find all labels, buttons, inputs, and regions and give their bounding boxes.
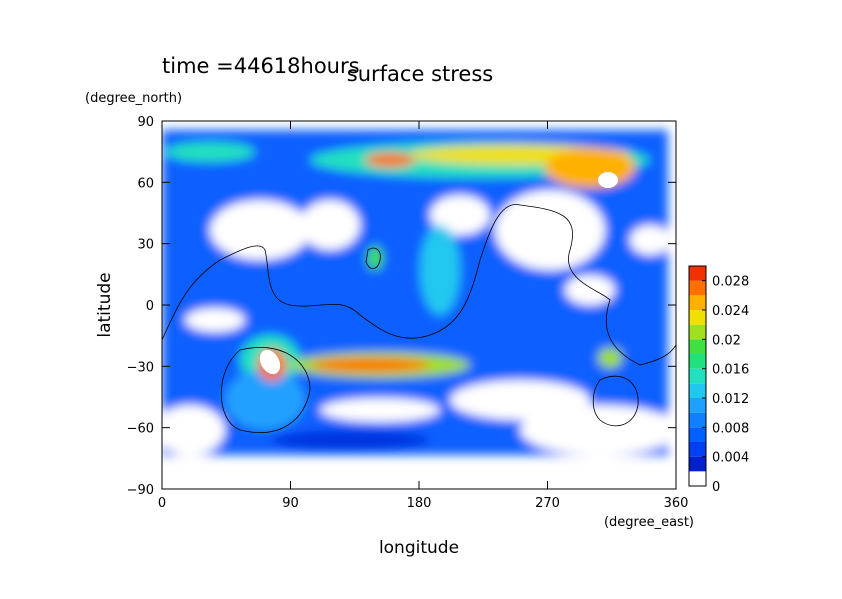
x-tick-label: 360 bbox=[664, 496, 689, 511]
time-label: time =44618hours bbox=[162, 54, 360, 78]
x-tick-label: 180 bbox=[407, 496, 432, 511]
colorbar-tick-label: 0.008 bbox=[712, 421, 749, 436]
colorbar-tick-label: 0.028 bbox=[712, 275, 749, 290]
colorbar-band bbox=[689, 295, 706, 310]
colorbar-tick-label: 0.024 bbox=[712, 304, 749, 319]
colorbar-band bbox=[689, 310, 706, 325]
x-tick-label: 0 bbox=[158, 496, 166, 511]
x-tick-label: 90 bbox=[282, 496, 299, 511]
contour-field bbox=[162, 130, 676, 455]
y-tick-label: 60 bbox=[137, 176, 154, 191]
y-tick-label: 90 bbox=[137, 115, 154, 130]
colorbar-band bbox=[689, 471, 706, 486]
coastlines bbox=[162, 204, 676, 433]
x-tick-label: 270 bbox=[535, 496, 560, 511]
chart-title: surface stress bbox=[347, 62, 493, 86]
colorbar-band bbox=[689, 280, 706, 296]
colorbar-band bbox=[689, 368, 706, 384]
colorbar-band bbox=[689, 412, 706, 428]
y-tick-label: −30 bbox=[127, 360, 154, 375]
colorbar-tick-label: 0.004 bbox=[712, 451, 749, 466]
colorbar-band bbox=[689, 354, 706, 369]
y-tick-label: −90 bbox=[127, 483, 154, 498]
x-axis-label: longitude bbox=[379, 538, 459, 558]
y-units: (degree_north) bbox=[85, 91, 182, 106]
colorbar-band bbox=[689, 339, 706, 354]
colorbar-band bbox=[689, 442, 706, 457]
colorbar-tick-label: 0 bbox=[712, 480, 720, 495]
colorbar-tick-label: 0.016 bbox=[712, 363, 749, 378]
y-tick-label: −60 bbox=[127, 422, 154, 437]
colorbar-tick-label: 0.012 bbox=[712, 392, 749, 407]
y-tick-label: 0 bbox=[146, 299, 154, 314]
colorbar-band bbox=[689, 456, 706, 472]
colorbar-band bbox=[689, 383, 706, 398]
x-units: (degree_east) bbox=[604, 515, 694, 530]
colorbar-frame bbox=[688, 265, 707, 487]
colorbar-band bbox=[689, 427, 706, 442]
colorbar-tick-label: 0.02 bbox=[712, 333, 741, 348]
y-axis-label: latitude bbox=[95, 272, 115, 337]
colorbar-band bbox=[689, 398, 706, 413]
y-tick-label: 30 bbox=[137, 238, 154, 253]
colorbar-band bbox=[689, 266, 706, 281]
colorbar-band bbox=[689, 324, 706, 340]
